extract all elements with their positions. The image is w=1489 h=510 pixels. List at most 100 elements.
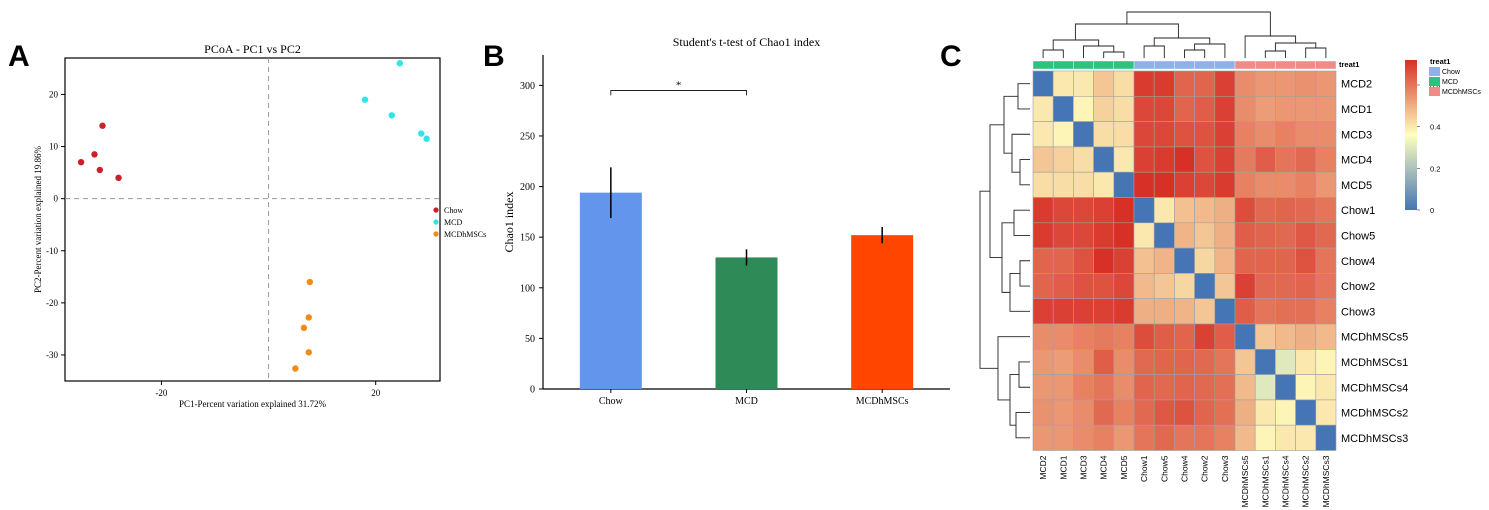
heatmap-cell	[1174, 323, 1195, 350]
heatmap-cell	[1113, 273, 1135, 299]
pcoa-y-tick-label: -20	[46, 298, 58, 308]
heatmap-left-dendrogram-branch	[1001, 222, 1014, 293]
heatmap-cell	[1153, 374, 1175, 401]
panel-label-b: B	[483, 40, 505, 73]
heatmap-cell	[1032, 171, 1054, 198]
heatmap-cell	[1295, 222, 1317, 249]
heatmap-cell	[1153, 273, 1175, 299]
heatmap-cell	[1214, 96, 1236, 122]
heatmap-cell	[1234, 348, 1256, 375]
heatmap-cell	[1194, 247, 1216, 274]
heatmap-cell	[1275, 348, 1296, 375]
heatmap-cell	[1032, 70, 1054, 97]
heatmap-cell	[1295, 70, 1317, 97]
heatmap-group-bar-chow	[1174, 60, 1195, 70]
heatmap-cell	[1052, 247, 1074, 274]
heatmap-cell	[1254, 374, 1276, 401]
heatmap-cell	[1275, 399, 1296, 426]
heatmap-cell	[1194, 323, 1216, 350]
heatmap-cell	[1113, 222, 1135, 249]
heatmap-column-label: MCD5	[1119, 455, 1129, 479]
heatmap-colorbar	[1405, 60, 1417, 210]
heatmap-cell	[1234, 374, 1256, 401]
heatmap-cell	[1234, 273, 1256, 299]
heatmap-column-label: Chow5	[1159, 455, 1169, 482]
heatmap-cell	[1234, 146, 1256, 173]
heatmap-cell	[1073, 171, 1094, 198]
heatmap-cell	[1275, 70, 1296, 97]
heatmap-column-label: Chow3	[1220, 455, 1230, 482]
heatmap-cell	[1194, 197, 1216, 224]
heatmap-cell	[1315, 298, 1337, 325]
heatmap-cell	[1174, 348, 1195, 375]
pcoa-y-axis-label: PC2-Percent variation explained 19.86%	[33, 146, 43, 293]
heatmap-cell	[1234, 171, 1256, 198]
heatmap-cell	[1032, 399, 1054, 426]
heatmap-cell	[1153, 399, 1175, 426]
heatmap-cell	[1315, 424, 1337, 451]
heatmap-column-label: MCD3	[1079, 455, 1089, 479]
heatmap-cell	[1315, 96, 1337, 122]
heatmap-cell	[1234, 121, 1256, 148]
heatmap-cell	[1133, 96, 1155, 122]
heatmap-cell	[1174, 70, 1195, 97]
heatmap-column-label: MCDhMSCs3	[1321, 455, 1331, 507]
heatmap-cell	[1093, 298, 1115, 325]
heatmap-cell	[1295, 298, 1317, 325]
pcoa-x-tick-label: 20	[371, 388, 381, 398]
heatmap-cell	[1052, 273, 1074, 299]
chao1-x-tick-label: Chow	[599, 396, 624, 407]
heatmap-cell	[1052, 121, 1074, 148]
heatmap-cell	[1113, 424, 1135, 451]
heatmap-group-bar-chow	[1194, 60, 1215, 70]
heatmap-cell	[1234, 323, 1256, 350]
heatmap-group-bar-mcd	[1093, 60, 1114, 70]
heatmap-cell	[1073, 146, 1094, 173]
heatmap-cell	[1275, 374, 1296, 401]
heatmap-cell	[1174, 96, 1195, 122]
heatmap-row-label: Chow2	[1341, 281, 1375, 293]
heatmap-cell	[1113, 197, 1135, 224]
heatmap-cell	[1133, 273, 1155, 299]
heatmap-cell	[1153, 96, 1175, 122]
heatmap-group-bar-mcdhmscs	[1295, 60, 1316, 70]
heatmap-cell	[1052, 323, 1074, 350]
heatmap-cell	[1254, 121, 1276, 148]
heatmap-cell	[1194, 171, 1216, 198]
pcoa-legend-label-mcdhmscs: MCDhMSCs	[444, 230, 486, 239]
heatmap-cell	[1032, 374, 1054, 401]
heatmap-cell	[1133, 424, 1155, 451]
chao1-x-tick-label: MCDhMSCs	[856, 396, 909, 407]
heatmap-group-bar-chow	[1214, 60, 1236, 70]
heatmap-cell	[1174, 146, 1195, 173]
heatmap-cell	[1254, 298, 1276, 325]
heatmap-row-label: MCDhMSCs4	[1341, 382, 1408, 394]
heatmap-cell	[1315, 171, 1337, 198]
heatmap-cell	[1315, 323, 1337, 350]
heatmap-top-dendrogram-branch	[1305, 47, 1327, 58]
heatmap-cell	[1093, 197, 1115, 224]
panel-label-c: C	[940, 40, 962, 73]
heatmap-cell	[1254, 70, 1276, 97]
heatmap-cell	[1133, 247, 1155, 274]
heatmap-column-label: MCDhMSCs2	[1301, 455, 1311, 507]
heatmap-top-dendrogram-branch	[1274, 42, 1317, 51]
heatmap-left-dendrogram-branch	[1009, 374, 1019, 426]
heatmap-row-label: MCDhMSCs1	[1341, 357, 1408, 369]
heatmap-cell	[1073, 247, 1094, 274]
heatmap-cell	[1093, 222, 1115, 249]
heatmap-cell	[1153, 121, 1175, 148]
heatmap-column-label: Chow1	[1139, 455, 1149, 482]
heatmap-cell	[1214, 171, 1236, 198]
heatmap-group-bar-mcdhmscs	[1254, 60, 1276, 70]
chao1-y-tick-label: 100	[520, 283, 535, 294]
heatmap-legend-swatch-chow	[1429, 67, 1440, 76]
heatmap-cell	[1214, 323, 1236, 350]
heatmap-top-dendrogram-branch	[1153, 37, 1211, 46]
heatmap-cell	[1153, 424, 1175, 451]
heatmap-cell	[1153, 171, 1175, 198]
heatmap-group-bar-mcd	[1052, 60, 1074, 70]
pcoa-point-mcd	[388, 112, 395, 119]
heatmap-cell	[1093, 424, 1115, 451]
heatmap-top-dendrogram-branch	[1194, 43, 1226, 58]
